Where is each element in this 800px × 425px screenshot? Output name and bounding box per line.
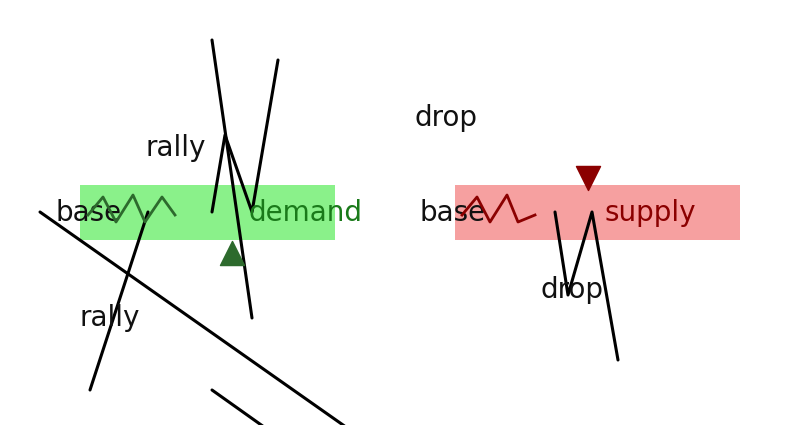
Text: base: base: [56, 199, 122, 227]
Point: [226, 249, 238, 256]
Text: rally: rally: [80, 304, 140, 332]
Bar: [455, 185, 740, 240]
Text: base: base: [420, 199, 486, 227]
Text: rally: rally: [145, 134, 206, 162]
Text: drop: drop: [415, 104, 478, 132]
Text: supply: supply: [605, 199, 697, 227]
Text: drop: drop: [540, 276, 603, 304]
Point: [582, 175, 594, 181]
Text: demand: demand: [248, 199, 362, 227]
Bar: [80, 185, 335, 240]
